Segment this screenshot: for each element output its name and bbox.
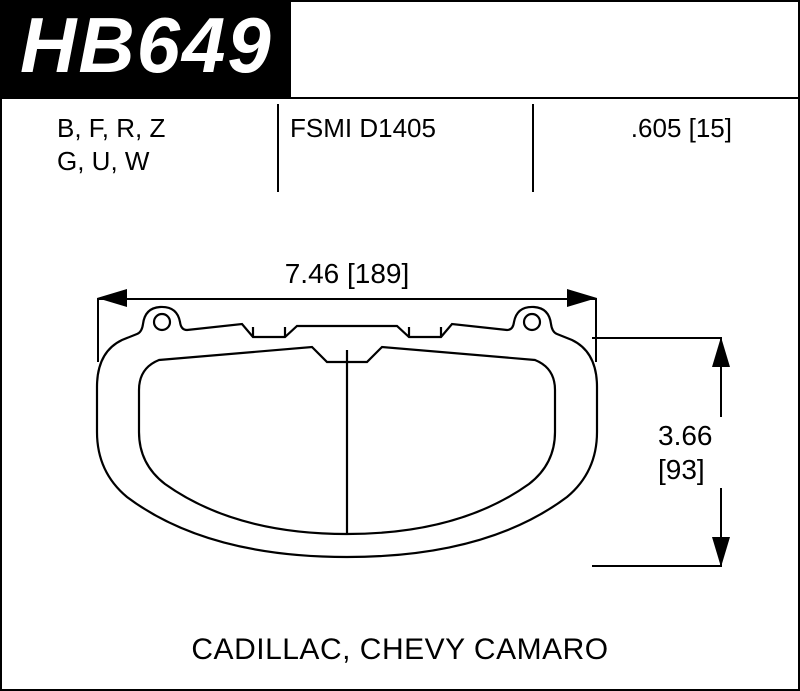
thickness-value: .605 [15] <box>562 112 762 145</box>
diagram-canvas: HB649 B, F, R, Z G, U, W FSMI D1405 .605… <box>0 0 800 691</box>
brake-pad-svg <box>67 272 627 572</box>
arrow-down-icon <box>712 537 730 567</box>
separator-2 <box>532 104 534 192</box>
brake-pad-drawing <box>67 272 627 582</box>
part-number: HB649 <box>20 0 273 91</box>
height-label: 3.66 [93] <box>658 417 788 488</box>
fsmi-code: FSMI D1405 <box>290 112 510 145</box>
height-in: 3.66 <box>658 420 713 451</box>
variants-line-1: B, F, R, Z <box>57 113 165 143</box>
height-dimension: 3.66 [93] <box>662 337 782 567</box>
mount-hole-left <box>154 314 170 330</box>
height-mm: [93] <box>658 454 705 485</box>
variant-codes: B, F, R, Z G, U, W <box>57 112 257 177</box>
height-ext-bot <box>592 565 722 567</box>
header-rule <box>2 97 798 99</box>
variants-line-2: G, U, W <box>57 146 149 176</box>
separator-1 <box>277 104 279 192</box>
height-ext-top <box>592 337 722 339</box>
arrow-up-icon <box>712 337 730 367</box>
mount-hole-right <box>524 314 540 330</box>
application-label: CADILLAC, CHEVY CAMARO <box>2 633 798 667</box>
info-row: B, F, R, Z G, U, W FSMI D1405 .605 [15] <box>2 112 798 202</box>
part-number-header: HB649 <box>2 2 291 97</box>
